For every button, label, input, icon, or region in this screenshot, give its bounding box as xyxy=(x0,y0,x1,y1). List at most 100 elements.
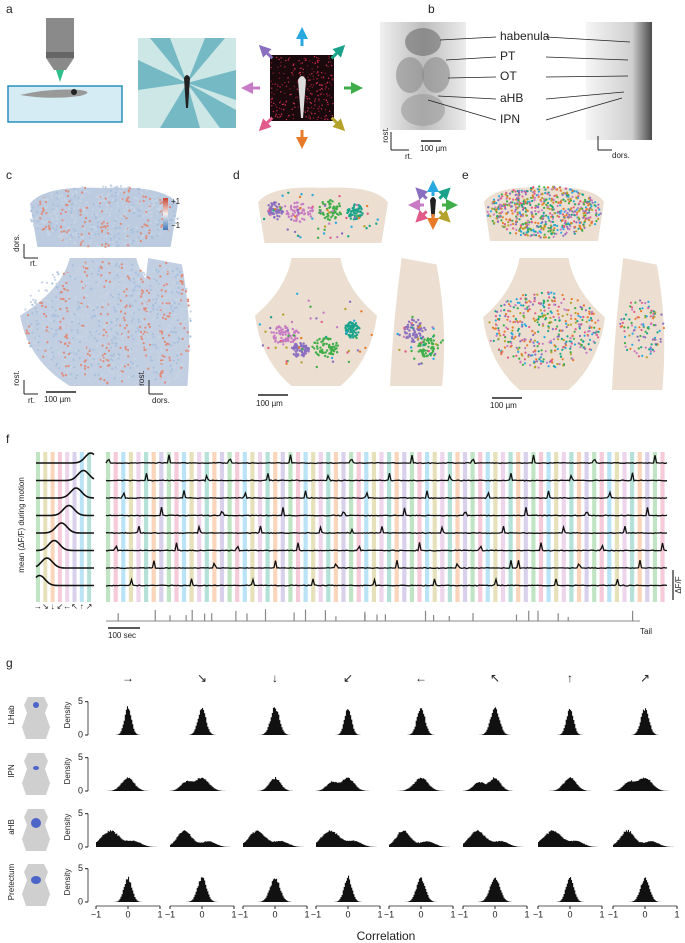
neuron-dot xyxy=(311,113,313,115)
roi-dot xyxy=(35,337,39,340)
neuron-dot xyxy=(284,66,286,68)
roi-dot xyxy=(132,317,135,320)
roi-dot xyxy=(88,220,91,223)
roi-dot xyxy=(100,373,103,377)
roi-dot xyxy=(553,303,556,306)
roi-dot xyxy=(538,234,541,238)
roi-dot xyxy=(71,341,74,344)
roi-dot xyxy=(168,287,171,291)
stimulus-stripe xyxy=(151,452,156,602)
roi-dot xyxy=(171,368,174,371)
roi-dot xyxy=(415,321,418,324)
roi-dot xyxy=(113,219,116,222)
roi-dot xyxy=(110,338,114,342)
roi-dot xyxy=(77,236,80,239)
neuron-dot xyxy=(272,72,274,74)
roi-dot xyxy=(62,301,65,304)
roi-dot xyxy=(113,332,116,335)
roi-dot xyxy=(299,341,302,345)
roi-dot xyxy=(103,344,106,347)
roi-dot xyxy=(411,315,414,319)
roi-dot xyxy=(118,293,121,296)
roi-dot xyxy=(569,337,572,340)
roi-dot xyxy=(47,300,50,303)
roi-dot xyxy=(296,347,299,350)
roi-dot xyxy=(526,226,529,229)
roi-dot xyxy=(152,336,155,339)
roi-dot xyxy=(494,319,497,322)
roi-dot xyxy=(106,382,109,385)
roi-dot xyxy=(189,317,192,320)
roi-dot xyxy=(307,346,310,350)
roi-dot xyxy=(512,227,515,230)
neuron-dot xyxy=(327,88,330,90)
roi-dot xyxy=(41,228,44,231)
roi-dot xyxy=(97,226,100,229)
roi-dot xyxy=(102,334,105,337)
roi-dot xyxy=(580,338,583,341)
roi-dot xyxy=(553,349,557,352)
roi-dot xyxy=(570,216,573,219)
roi-dot xyxy=(296,292,299,295)
stimulus-wedge xyxy=(160,83,200,128)
roi-dot xyxy=(137,318,140,321)
roi-dot xyxy=(108,201,111,204)
roi-dot xyxy=(564,200,567,203)
roi-dot xyxy=(142,342,145,345)
roi-dot xyxy=(532,317,535,320)
roi-dot xyxy=(55,286,58,289)
roi-dot xyxy=(163,309,166,312)
histogram xyxy=(170,877,234,902)
roi-dot xyxy=(496,215,499,218)
roi-dot xyxy=(74,277,77,280)
roi-dot xyxy=(423,349,427,352)
roi-dot xyxy=(623,317,626,320)
roi-dot xyxy=(159,375,162,378)
roi-dot xyxy=(523,362,527,365)
roi-dot xyxy=(94,360,97,363)
roi-dot xyxy=(324,351,327,354)
roi-dot xyxy=(498,332,501,335)
roi-dot xyxy=(293,201,296,205)
roi-dot xyxy=(497,337,500,340)
roi-dot xyxy=(593,204,596,207)
roi-dot xyxy=(80,233,83,236)
roi-dot xyxy=(65,307,68,310)
roi-dot xyxy=(124,226,127,229)
roi-dot xyxy=(318,337,321,341)
direction-arrow xyxy=(415,187,429,201)
roi-dot xyxy=(87,303,90,306)
neuron-dot xyxy=(299,71,302,74)
roi-dot xyxy=(95,345,98,348)
neuron-dot xyxy=(275,113,277,116)
roi-dot xyxy=(72,358,75,361)
roi-dot xyxy=(131,362,135,365)
roi-dot xyxy=(518,229,521,232)
y-tick-label: 5 xyxy=(78,808,83,818)
roi-dot xyxy=(500,193,503,196)
roi-dot xyxy=(488,321,491,324)
stimulus-stripe xyxy=(531,452,536,602)
roi-dot xyxy=(662,322,665,325)
roi-dot xyxy=(110,208,113,211)
roi-dot xyxy=(170,286,173,289)
roi-dot xyxy=(171,270,174,273)
roi-dot xyxy=(408,329,411,332)
roi-dot xyxy=(417,344,420,348)
roi-dot xyxy=(62,351,65,354)
roi-dot xyxy=(177,296,180,300)
roi-dot xyxy=(105,292,108,295)
roi-dot xyxy=(281,210,285,213)
roi-dot xyxy=(272,209,275,212)
roi-dot xyxy=(142,319,145,322)
roi-dot xyxy=(544,191,547,195)
roi-dot xyxy=(183,327,186,330)
roi-dot xyxy=(522,202,526,205)
stimulus-stripe xyxy=(364,452,369,602)
roi-dot xyxy=(45,206,48,209)
roi-dot xyxy=(418,328,422,332)
roi-dot xyxy=(298,346,301,349)
roi-dot xyxy=(307,299,310,302)
neuron-dot xyxy=(321,84,323,86)
